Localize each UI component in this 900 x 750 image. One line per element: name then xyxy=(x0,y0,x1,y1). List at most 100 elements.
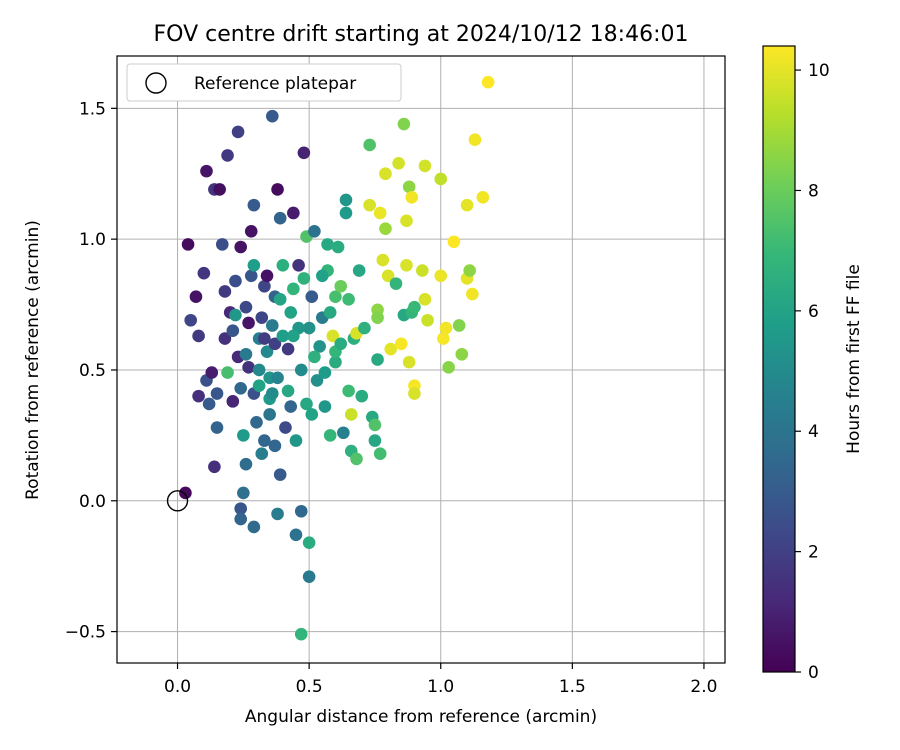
scatter-point xyxy=(305,408,319,421)
scatter-point xyxy=(294,627,308,641)
colorbar-tick-label: 4 xyxy=(808,422,819,442)
x-tick-label: 0.5 xyxy=(296,677,323,697)
scatter-point xyxy=(289,528,303,542)
scatter-point xyxy=(273,211,287,225)
scatter-point xyxy=(331,240,345,254)
scatter-point xyxy=(455,347,469,361)
scatter-point xyxy=(226,324,240,338)
scatter-point xyxy=(255,447,269,460)
scatter-point xyxy=(252,379,266,392)
scatter-point xyxy=(481,75,495,89)
scatter-point xyxy=(292,259,305,272)
scatter-point xyxy=(252,363,266,377)
scatter-point xyxy=(334,337,348,351)
scatter-point xyxy=(463,264,476,277)
scatter-point xyxy=(402,180,416,194)
scatter-point xyxy=(265,387,279,400)
scatter-point xyxy=(234,240,248,254)
scatter-point xyxy=(263,408,276,421)
legend: Reference platepar xyxy=(126,63,402,102)
scatter-point xyxy=(468,133,482,147)
scatter-point xyxy=(326,329,340,343)
scatter-point xyxy=(179,486,192,500)
scatter-point xyxy=(284,400,298,413)
scatter-point xyxy=(247,198,261,212)
scatter-point xyxy=(215,238,229,251)
scatter-point xyxy=(247,259,261,272)
scatter-point xyxy=(234,512,248,526)
legend-box xyxy=(126,63,402,102)
scatter-point xyxy=(284,306,298,319)
scatter-point xyxy=(323,306,337,319)
y-axis-ticks: −0.5 0.0 0.5 1.0 1.5 xyxy=(65,99,117,643)
scatter-point xyxy=(265,109,279,123)
scatter-point xyxy=(258,434,271,447)
scatter-point xyxy=(373,206,387,220)
scatter-point xyxy=(350,452,363,466)
scatter-point xyxy=(273,468,287,481)
scatter-point xyxy=(437,332,450,345)
scatter-point xyxy=(434,172,448,186)
scatter-point xyxy=(418,293,432,306)
scatter-point xyxy=(381,269,395,283)
scatter-point xyxy=(397,117,411,131)
scatter-point xyxy=(460,198,474,212)
scatter-point xyxy=(221,366,234,379)
scatter-point xyxy=(271,371,284,385)
scatter-points xyxy=(179,75,495,641)
scatter-point xyxy=(337,426,350,440)
scatter-point xyxy=(294,363,308,377)
scatter-point xyxy=(434,269,448,283)
scatter-point xyxy=(239,457,253,471)
scatter-point xyxy=(376,253,390,267)
scatter-point xyxy=(268,337,282,351)
y-tick-label: 1.5 xyxy=(79,99,106,119)
scatter-point xyxy=(244,224,258,238)
scatter-point xyxy=(297,146,311,160)
scatter-point xyxy=(229,274,242,288)
scatter-point xyxy=(300,397,313,411)
scatter-point xyxy=(379,167,392,181)
scatter-point xyxy=(421,313,434,327)
scatter-point xyxy=(226,395,240,408)
scatter-point xyxy=(213,183,226,196)
chart-title: FOV centre drift starting at 2024/10/12 … xyxy=(154,22,689,47)
colorbar xyxy=(762,45,796,673)
reference-platepar-marker xyxy=(166,490,189,512)
scatter-point xyxy=(405,190,419,204)
axes-frame xyxy=(116,55,726,664)
scatter-point xyxy=(352,264,366,277)
scatter-point xyxy=(318,366,332,379)
scatter-point xyxy=(244,269,258,283)
scatter-point xyxy=(205,366,219,379)
scatter-point xyxy=(234,381,248,395)
x-axis-label: Angular distance from reference (arcmin) xyxy=(245,707,597,727)
scatter-point xyxy=(294,504,308,518)
scatter-point xyxy=(302,321,316,335)
y-tick-label: 0.5 xyxy=(79,361,106,381)
scatter-point xyxy=(237,486,250,500)
scatter-point xyxy=(379,222,392,235)
scatter-point xyxy=(408,300,421,314)
scatter-point xyxy=(268,439,282,453)
scatter-point xyxy=(389,277,403,290)
colorbar-label: Hours from first FF file xyxy=(844,264,864,454)
scatter-point xyxy=(310,374,324,387)
scatter-point xyxy=(452,319,466,332)
colorbar-tick-label: 10 xyxy=(808,61,830,81)
scatter-point xyxy=(281,342,295,356)
scatter-point xyxy=(408,387,421,400)
scatter-point xyxy=(289,434,303,447)
scatter-point xyxy=(255,311,269,324)
scatter-point xyxy=(400,259,413,272)
scatter-point xyxy=(237,429,250,442)
scatter-point xyxy=(184,313,197,327)
scatter-point xyxy=(202,397,216,411)
scatter-point xyxy=(234,502,248,515)
scatter-point xyxy=(371,311,384,324)
scatter-point xyxy=(218,332,232,345)
scatter-point xyxy=(392,156,405,170)
y-tick-label: −0.5 xyxy=(65,623,106,643)
scatter-point xyxy=(287,329,300,343)
